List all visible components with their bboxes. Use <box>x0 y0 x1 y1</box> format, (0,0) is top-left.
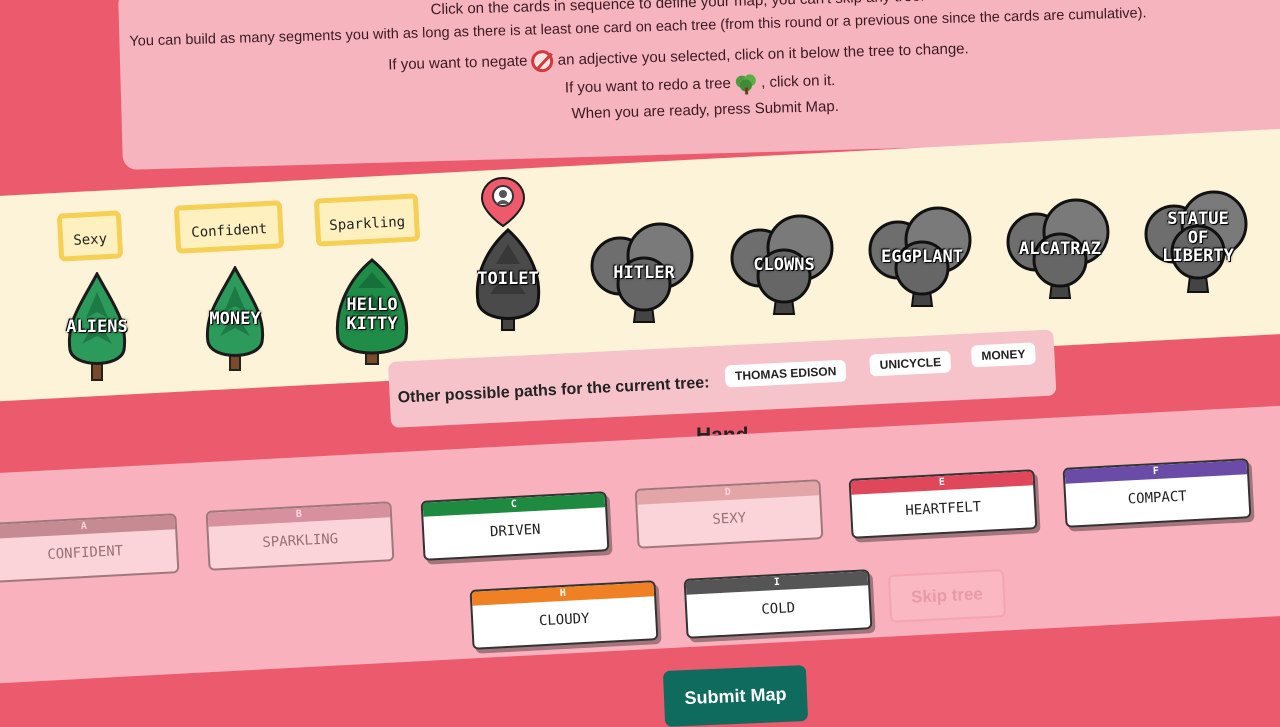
card-word: COMPACT <box>1127 488 1188 508</box>
tree-label: ALCATRAZ <box>1019 239 1101 259</box>
instruction-redo-text: If you want to redo a tree <box>564 74 732 97</box>
round-tree-icon <box>1144 190 1248 293</box>
tree-label: MONEY <box>209 309 261 329</box>
pine-tree-icon <box>205 266 265 371</box>
tree-hello-kitty[interactable]: HELLO KITTY <box>332 258 412 368</box>
submit-map-button[interactable]: Submit Map <box>662 665 809 727</box>
tree-label: HELLO KITTY <box>346 295 398 334</box>
path-option-unicycle[interactable]: UNICYCLE <box>869 350 952 377</box>
path-option-thomas-edison[interactable]: THOMAS EDISON <box>724 359 847 388</box>
card-word: COLD <box>761 600 796 618</box>
hand-card-h[interactable]: H CLOUDY <box>469 580 659 650</box>
round-tree-icon <box>1006 198 1110 299</box>
hand-card-c[interactable]: C DRIVEN <box>420 491 610 561</box>
instruction-line-3: If you want to negate an adjective you s… <box>388 38 969 76</box>
hand-card-b[interactable]: B SPARKLING <box>205 501 395 571</box>
round-tree-icon <box>590 222 694 323</box>
tree-eggplant[interactable]: EGGPLANT <box>866 202 978 310</box>
tree-label: STATUE OF LIBERTY <box>1162 209 1234 267</box>
hand-card-d[interactable]: D SEXY <box>634 479 824 549</box>
other-paths-label: Other possible paths for the current tre… <box>397 374 710 407</box>
fir-tree-icon <box>335 258 409 365</box>
round-tree-icon <box>730 214 834 315</box>
hand-card-i[interactable]: I COLD <box>683 569 873 639</box>
instruction-negate-text: If you want to negate <box>387 52 528 74</box>
instructions-panel: Click on the cards in sequence to define… <box>118 0 1280 170</box>
tree-label: ALIENS <box>66 317 128 337</box>
card-word: HEARTFELT <box>904 499 982 519</box>
adjective-tag-sparkling[interactable]: Sparkling <box>313 193 421 247</box>
round-tree-icon <box>868 206 972 307</box>
tree-label: TOILET <box>477 269 539 289</box>
pine-tree-icon <box>67 272 127 381</box>
tree-icon <box>735 74 756 95</box>
tree-clowns[interactable]: CLOWNS <box>728 210 840 318</box>
tree-statue-of-liberty[interactable]: STATUE OF LIBERTY <box>1142 186 1254 296</box>
adjective-tag-confident[interactable]: Confident <box>173 200 285 254</box>
negate-icon <box>531 49 554 73</box>
path-option-money[interactable]: MONEY <box>970 342 1036 368</box>
card-word: SEXY <box>712 510 747 528</box>
current-tree-icon <box>475 176 541 331</box>
instruction-redo-text-2: , click on it. <box>760 71 836 92</box>
instruction-line-5: When you are ready, press Submit Map. <box>571 97 840 123</box>
card-word: SPARKLING <box>261 531 339 551</box>
tree-label: EGGPLANT <box>881 247 963 267</box>
tree-toilet-current[interactable]: TOILET <box>470 174 546 334</box>
adjective-tag-sexy[interactable]: Sexy <box>56 210 124 262</box>
card-word: CONFIDENT <box>46 543 124 563</box>
instruction-negate-text-2: an adjective you selected, click on it b… <box>557 40 969 69</box>
hand-card-e[interactable]: E HEARTFELT <box>848 469 1038 539</box>
card-word: DRIVEN <box>489 521 541 541</box>
card-word: CLOUDY <box>538 610 590 630</box>
tree-alcatraz[interactable]: ALCATRAZ <box>1004 194 1116 302</box>
hand-card-a[interactable]: A CONFIDENT <box>0 513 180 583</box>
tree-hitler[interactable]: HITLER <box>588 218 700 326</box>
instruction-line-4: If you want to redo a tree , click on it… <box>565 70 836 100</box>
tree-label: HITLER <box>613 263 675 283</box>
tree-label: CLOWNS <box>753 255 815 275</box>
hand-card-f[interactable]: F COMPACT <box>1062 458 1252 528</box>
skip-tree-button[interactable]: Skip tree <box>887 569 1007 623</box>
tree-aliens[interactable]: ALIENS <box>62 272 132 384</box>
tree-money[interactable]: MONEY <box>200 266 270 374</box>
